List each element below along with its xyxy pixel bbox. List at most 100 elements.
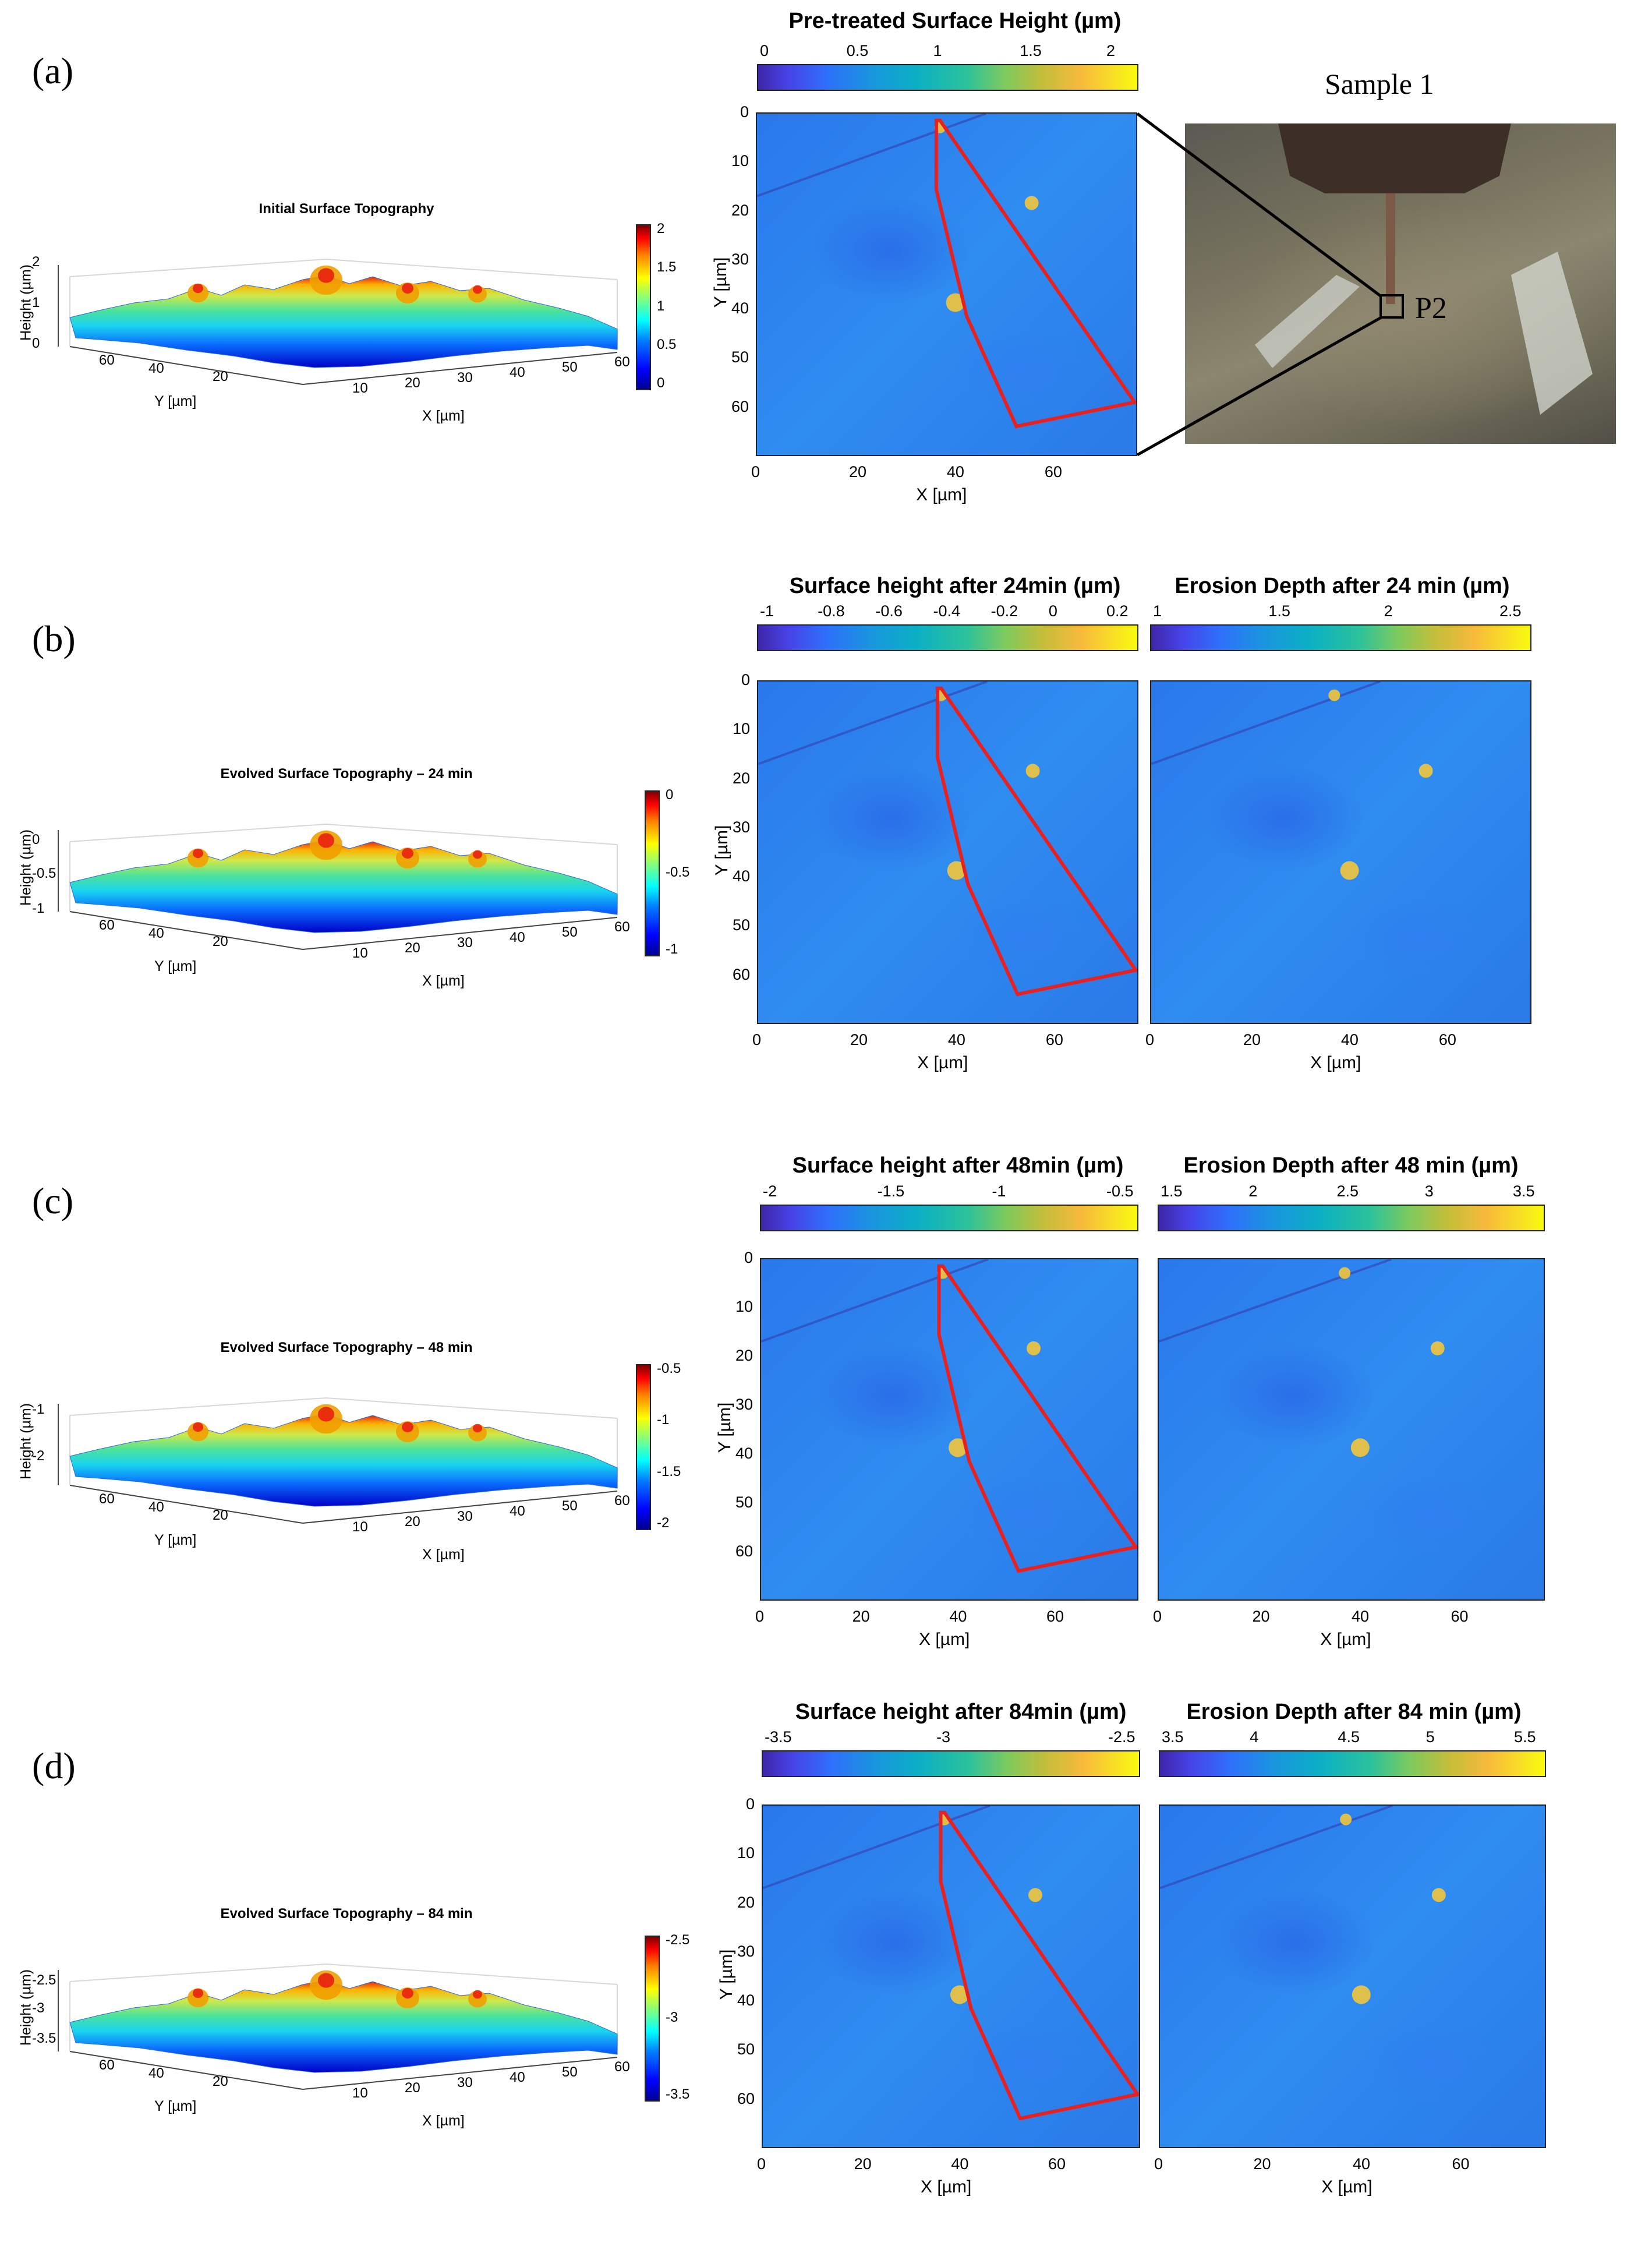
topography-x-axis	[302, 2057, 618, 2090]
topography-x-tick: 30	[457, 2075, 473, 2090]
erosion-map-x-tick: 20	[1252, 1608, 1270, 1625]
surface-hotspot	[1024, 196, 1039, 210]
surface-peak	[468, 850, 487, 868]
surface-peak-top	[193, 1988, 203, 1998]
topography-y-label: Y [µm]	[154, 2098, 197, 2114]
height-map-title: Surface height after 84min (µm)	[795, 1700, 1127, 1724]
topography-colorbar	[636, 224, 651, 390]
surface-peak-top	[402, 283, 413, 294]
surface-hotspot	[1328, 689, 1340, 701]
topography-x-tick: 60	[614, 354, 630, 370]
erosion-map-title: Erosion Depth after 48 min (µm)	[1183, 1153, 1519, 1178]
surface-hotspot	[1339, 1267, 1351, 1279]
erosion-map-x-tick: 60	[1452, 2155, 1470, 2173]
height-map-y-tick: 40	[732, 867, 750, 885]
surface-hotspot	[1340, 1813, 1352, 1825]
surface-hotspot	[1418, 764, 1433, 778]
height-map-x-tick: 60	[1048, 2155, 1066, 2173]
region-of-interest-polygon	[939, 1810, 1139, 2121]
height-map-colorbar-tick: -0.2	[991, 602, 1018, 620]
height-map-x-tick: 60	[1045, 1031, 1063, 1048]
topography-y-tick: 40	[148, 1499, 164, 1515]
topography-z-tick: -1	[32, 901, 45, 916]
topography-colorbar-tick: -0.5	[657, 1361, 681, 1376]
height-map-colorbar-tick: 0	[760, 42, 769, 59]
height-map-image	[757, 680, 1138, 1024]
topography-title: Evolved Surface Topography – 84 min	[220, 1906, 473, 1922]
topography-y-tick: 20	[213, 1507, 228, 1523]
height-map-x-tick: 40	[951, 2155, 969, 2173]
specimen-streak	[1511, 252, 1593, 415]
topography-y-tick: 20	[213, 934, 228, 949]
region-of-interest-polygon	[935, 686, 1137, 997]
erosion-map-x-label: X [µm]	[1320, 1630, 1371, 1649]
height-map-y-tick: 40	[737, 1991, 755, 2010]
erosion-map-colorbar-tick: 3.5	[1513, 1182, 1535, 1200]
marker-box	[1379, 294, 1404, 319]
erosion-map-colorbar-tick: 5	[1425, 1728, 1435, 1746]
height-map-y-tick: 10	[737, 1844, 755, 1862]
topography-z-tick: 0	[32, 832, 40, 847]
height-map-y-tick: 40	[731, 299, 749, 317]
erosion-map-colorbar-tick: 2.5	[1499, 602, 1522, 620]
erosion-map-colorbar-tick: 4.5	[1338, 1728, 1360, 1746]
topography-colorbar-tick: 1	[657, 298, 665, 314]
surface-peak-top	[402, 1988, 413, 1998]
surface-scratch	[761, 1259, 989, 1343]
height-map-colorbar-tick: -0.6	[875, 602, 903, 620]
height-map-y-tick: 30	[732, 818, 750, 836]
topography-z-tick: -2.5	[32, 1972, 56, 1988]
topography-surface	[58, 259, 618, 385]
topography-x-tick: 50	[562, 359, 578, 375]
topography-x-tick: 10	[352, 2085, 368, 2101]
erosion-map-x-tick: 0	[1154, 2155, 1163, 2173]
topography-x-label: X [µm]	[422, 1546, 465, 1563]
surface-hotspot	[1025, 764, 1040, 778]
surface-mesh	[69, 1414, 618, 1507]
height-map-y-tick: 50	[737, 2040, 755, 2058]
erosion-map-x-label: X [µm]	[1321, 2177, 1372, 2197]
surface-peak-top	[193, 848, 203, 859]
sample-photo	[1185, 123, 1616, 444]
erosion-map-x-tick: 60	[1451, 1608, 1469, 1625]
erosion-map-x-tick: 40	[1353, 2155, 1371, 2173]
photo-marker-label: P2	[1415, 292, 1447, 325]
erosion-map-image	[1158, 1258, 1545, 1601]
topography-colorbar-tick: 0	[666, 787, 674, 803]
topography-z-label: Height (µm)	[17, 1969, 34, 2046]
surface-scratch	[1151, 681, 1381, 765]
height-map-title: Surface height after 48min (µm)	[792, 1153, 1124, 1178]
topography-x-axis	[302, 1491, 618, 1524]
surface-peak-top	[473, 1424, 482, 1433]
topography-z-tick: -2	[32, 1448, 45, 1464]
topography-z-tick: -1	[32, 1401, 45, 1417]
height-map-overlay	[763, 1806, 1139, 2121]
topography-colorbar-tick: 0	[657, 375, 665, 391]
topography-x-tick: 60	[614, 919, 630, 935]
surface-peak	[468, 1424, 487, 1442]
erosion-map-overlay	[1151, 681, 1433, 880]
height-map-x-tick: 60	[1044, 463, 1062, 481]
height-map-colorbar	[757, 64, 1138, 91]
surface-peak	[468, 285, 487, 303]
topography-x-axis	[302, 917, 618, 950]
topography-z-label: Height (µm)	[17, 1403, 34, 1480]
height-map-y-tick: 50	[731, 348, 749, 366]
topography-colorbar-tick: -1.5	[657, 1463, 681, 1479]
surface-scratch	[763, 1806, 991, 1890]
surface-peak-top	[318, 833, 334, 848]
height-map-y-tick: 60	[731, 397, 749, 415]
height-map-y-tick: 10	[735, 1298, 753, 1315]
erosion-map-colorbar	[1159, 1750, 1546, 1777]
surface-hotspot	[950, 1985, 969, 2004]
height-map-x-tick: 40	[946, 463, 964, 481]
topography-colorbar-tick: -0.5	[666, 864, 690, 880]
topography-x-tick: 40	[510, 365, 525, 380]
surface-peak-top	[193, 283, 203, 294]
panel-label-d: (d)	[32, 1745, 76, 1786]
photo-details	[1255, 123, 1593, 415]
height-map-colorbar-tick: -3	[936, 1728, 951, 1746]
erosion-map-colorbar-tick: 1.5	[1161, 1182, 1183, 1200]
region-of-interest-polygon	[937, 1264, 1137, 1573]
topography-z-tick: 0	[32, 336, 40, 351]
